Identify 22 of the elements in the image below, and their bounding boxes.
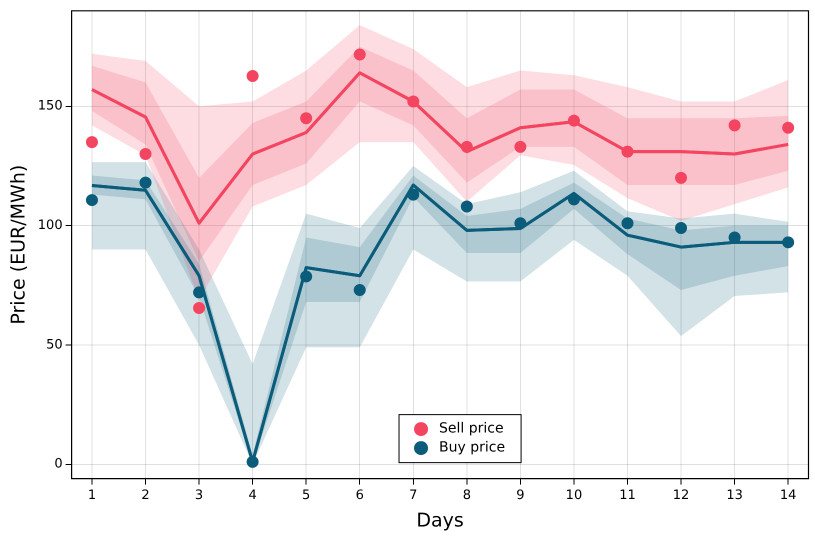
- x-tick-label: 4: [248, 488, 257, 503]
- x-tick-label: 6: [356, 488, 364, 503]
- x-tick-label: 11: [619, 488, 636, 503]
- x-axis-title: Days: [416, 510, 464, 532]
- y-tick-label: 0: [54, 456, 63, 472]
- x-tick-label: 3: [194, 488, 204, 503]
- x-tick-label: 1: [88, 488, 96, 503]
- y-tick-label: 150: [38, 98, 63, 114]
- legend-label: Buy price: [439, 440, 506, 456]
- x-tick-label: 9: [516, 488, 525, 503]
- x-tick-label: 14: [780, 488, 796, 503]
- x-tick-label: 13: [726, 488, 743, 503]
- x-tick-label: 12: [672, 488, 690, 503]
- x-tick-label: 2: [141, 488, 150, 503]
- y-tick-label: 50: [46, 337, 63, 352]
- x-tick-label: 5: [302, 488, 310, 503]
- x-tick-label: 10: [566, 488, 582, 503]
- x-tick-label: 7: [409, 488, 418, 503]
- y-axis-title: Price (EUR/MWh): [7, 164, 30, 325]
- legend-label: Sell price: [439, 420, 504, 437]
- y-tick-label: 100: [38, 218, 63, 233]
- x-tick-label: 8: [462, 488, 471, 503]
